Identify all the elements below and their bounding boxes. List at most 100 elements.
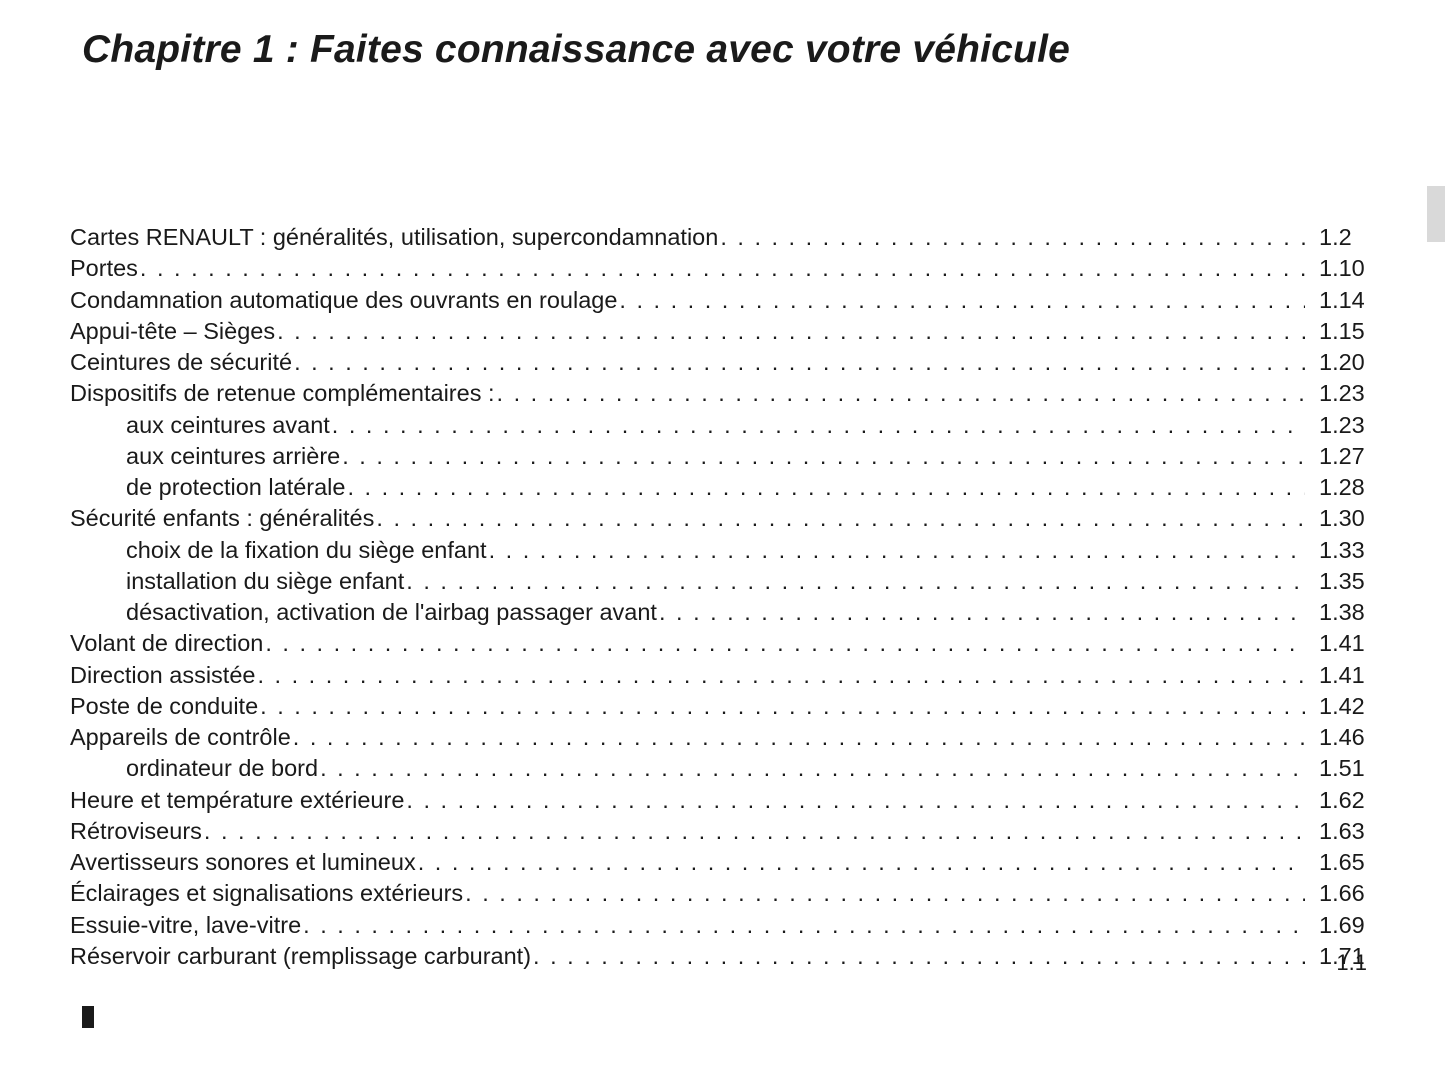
toc-row: Rétroviseurs 1.63 (70, 816, 1375, 847)
toc-entry-label: Poste de conduite (70, 691, 258, 722)
toc-entry-label: aux ceintures avant (126, 410, 330, 441)
toc-leader-dots (418, 847, 1305, 878)
toc-entry-page: 1.23 (1311, 378, 1375, 409)
toc-entry-label: Réservoir carburant (remplissage carbura… (70, 941, 531, 972)
toc-entry-page: 1.23 (1311, 410, 1375, 441)
toc-row: installation du siège enfant 1.35 (70, 566, 1375, 597)
toc-entry-label: Appareils de contrôle (70, 722, 291, 753)
toc-entry-page: 1.51 (1311, 753, 1375, 784)
toc-row: Portes 1.10 (70, 253, 1375, 284)
toc-row: Appui-tête – Sièges 1.15 (70, 316, 1375, 347)
chapter-title: Chapitre 1 : Faites connaissance avec vo… (70, 28, 1375, 72)
toc-entry-page: 1.65 (1311, 847, 1375, 878)
toc-entry-label: Appui-tête – Sièges (70, 316, 275, 347)
toc-entry-label: Volant de direction (70, 628, 263, 659)
toc-row: Volant de direction 1.41 (70, 628, 1375, 659)
toc-entry-label: Éclairages et signalisations extérieurs (70, 878, 463, 909)
toc-leader-dots (303, 910, 1305, 941)
toc-row: Essuie-vitre, lave-vitre 1.69 (70, 910, 1375, 941)
page-number: 1.1 (1336, 950, 1367, 976)
toc-row: Cartes RENAULT : généralités, utilisatio… (70, 222, 1375, 253)
toc-entry-label: Cartes RENAULT : généralités, utilisatio… (70, 222, 718, 253)
toc-entry-label: Sécurité enfants : généralités (70, 503, 374, 534)
toc-entry-page: 1.10 (1311, 253, 1375, 284)
toc-entry-label: Ceintures de sécurité (70, 347, 292, 378)
toc-row: Condamnation automatique des ouvrants en… (70, 285, 1375, 316)
toc-leader-dots (204, 816, 1305, 847)
toc-leader-dots (533, 941, 1305, 972)
toc-entry-page: 1.41 (1311, 660, 1375, 691)
toc-leader-dots (277, 316, 1305, 347)
toc-leader-dots (320, 753, 1305, 784)
toc-entry-label: Dispositifs de retenue complémentaires : (70, 378, 495, 409)
toc-leader-dots (260, 691, 1305, 722)
toc-entry-label: de protection latérale (126, 472, 345, 503)
toc-entry-page: 1.69 (1311, 910, 1375, 941)
toc-entry-page: 1.35 (1311, 566, 1375, 597)
toc-entry-label: désactivation, activation de l'airbag pa… (126, 597, 657, 628)
toc-entry-page: 1.33 (1311, 535, 1375, 566)
document-page: Chapitre 1 : Faites connaissance avec vo… (0, 0, 1445, 1070)
toc-leader-dots (489, 535, 1305, 566)
toc-entry-label: installation du siège enfant (126, 566, 404, 597)
toc-row: choix de la fixation du siège enfant 1.33 (70, 535, 1375, 566)
toc-entry-label: Portes (70, 253, 138, 284)
toc-leader-dots (465, 878, 1305, 909)
toc-entry-label: Essuie-vitre, lave-vitre (70, 910, 301, 941)
table-of-contents: Cartes RENAULT : généralités, utilisatio… (70, 222, 1375, 972)
toc-entry-label: Avertisseurs sonores et lumineux (70, 847, 416, 878)
footer-marker (82, 1006, 94, 1028)
toc-entry-page: 1.63 (1311, 816, 1375, 847)
toc-entry-page: 1.28 (1311, 472, 1375, 503)
toc-leader-dots (342, 441, 1305, 472)
toc-leader-dots (265, 628, 1305, 659)
toc-entry-page: 1.41 (1311, 628, 1375, 659)
toc-leader-dots (293, 722, 1305, 753)
toc-row: Sécurité enfants : généralités 1.30 (70, 503, 1375, 534)
toc-leader-dots (406, 785, 1305, 816)
toc-leader-dots (619, 285, 1305, 316)
toc-entry-label: choix de la fixation du siège enfant (126, 535, 487, 566)
toc-entry-page: 1.30 (1311, 503, 1375, 534)
toc-entry-page: 1.66 (1311, 878, 1375, 909)
toc-leader-dots (294, 347, 1305, 378)
toc-entry-page: 1.46 (1311, 722, 1375, 753)
toc-entry-label: aux ceintures arrière (126, 441, 340, 472)
toc-leader-dots (257, 660, 1305, 691)
toc-entry-label: Heure et température extérieure (70, 785, 404, 816)
toc-leader-dots (720, 222, 1305, 253)
toc-entry-label: Condamnation automatique des ouvrants en… (70, 285, 617, 316)
toc-leader-dots (406, 566, 1305, 597)
toc-entry-label: ordinateur de bord (126, 753, 318, 784)
toc-entry-page: 1.20 (1311, 347, 1375, 378)
toc-row: Réservoir carburant (remplissage carbura… (70, 941, 1375, 972)
toc-row: Poste de conduite 1.42 (70, 691, 1375, 722)
toc-row: Direction assistée 1.41 (70, 660, 1375, 691)
toc-entry-label: Rétroviseurs (70, 816, 202, 847)
toc-row: aux ceintures avant 1.23 (70, 410, 1375, 441)
toc-row: Appareils de contrôle 1.46 (70, 722, 1375, 753)
toc-leader-dots (659, 597, 1305, 628)
toc-row: aux ceintures arrière 1.27 (70, 441, 1375, 472)
toc-row: Dispositifs de retenue complémentaires :… (70, 378, 1375, 409)
toc-row: de protection latérale 1.28 (70, 472, 1375, 503)
toc-leader-dots (497, 378, 1305, 409)
toc-row: Ceintures de sécurité 1.20 (70, 347, 1375, 378)
toc-leader-dots (140, 253, 1305, 284)
toc-entry-page: 1.62 (1311, 785, 1375, 816)
toc-entry-label: Direction assistée (70, 660, 255, 691)
toc-row: Éclairages et signalisations extérieurs 1… (70, 878, 1375, 909)
toc-entry-page: 1.14 (1311, 285, 1375, 316)
toc-row: Heure et température extérieure 1.62 (70, 785, 1375, 816)
toc-row: ordinateur de bord 1.51 (70, 753, 1375, 784)
toc-entry-page: 1.42 (1311, 691, 1375, 722)
toc-row: désactivation, activation de l'airbag pa… (70, 597, 1375, 628)
toc-entry-page: 1.15 (1311, 316, 1375, 347)
toc-entry-page: 1.2 (1311, 222, 1375, 253)
toc-row: Avertisseurs sonores et lumineux 1.65 (70, 847, 1375, 878)
toc-leader-dots (376, 503, 1305, 534)
chapter-tab-marker (1427, 186, 1445, 242)
toc-leader-dots (332, 410, 1305, 441)
toc-entry-page: 1.27 (1311, 441, 1375, 472)
toc-leader-dots (347, 472, 1305, 503)
